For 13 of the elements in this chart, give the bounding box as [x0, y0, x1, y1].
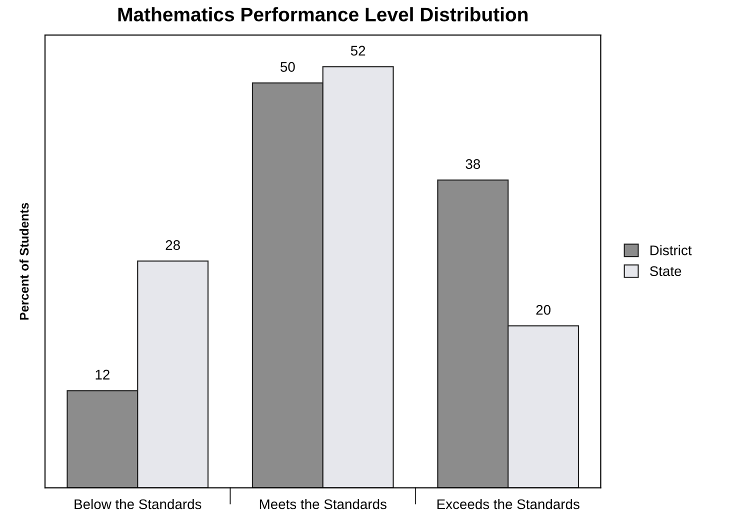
- x-tick-label: Meets the Standards: [260, 498, 386, 510]
- chart-title: Mathematics Performance Level Distribution: [118, 7, 528, 22]
- data-label: 20: [536, 304, 550, 315]
- legend-label: State: [650, 266, 682, 276]
- x-tick-label: Exceeds the Standards: [437, 498, 580, 510]
- x-tick-label: Below the Standards: [74, 498, 202, 510]
- legend-label: District: [650, 245, 692, 256]
- data-label: 52: [350, 46, 366, 56]
- data-label: 12: [96, 370, 110, 380]
- data-label: 50: [280, 62, 295, 72]
- data-label: 28: [166, 240, 180, 250]
- y-axis-title: Percent of Students: [19, 202, 29, 320]
- data-label: 38: [466, 159, 480, 169]
